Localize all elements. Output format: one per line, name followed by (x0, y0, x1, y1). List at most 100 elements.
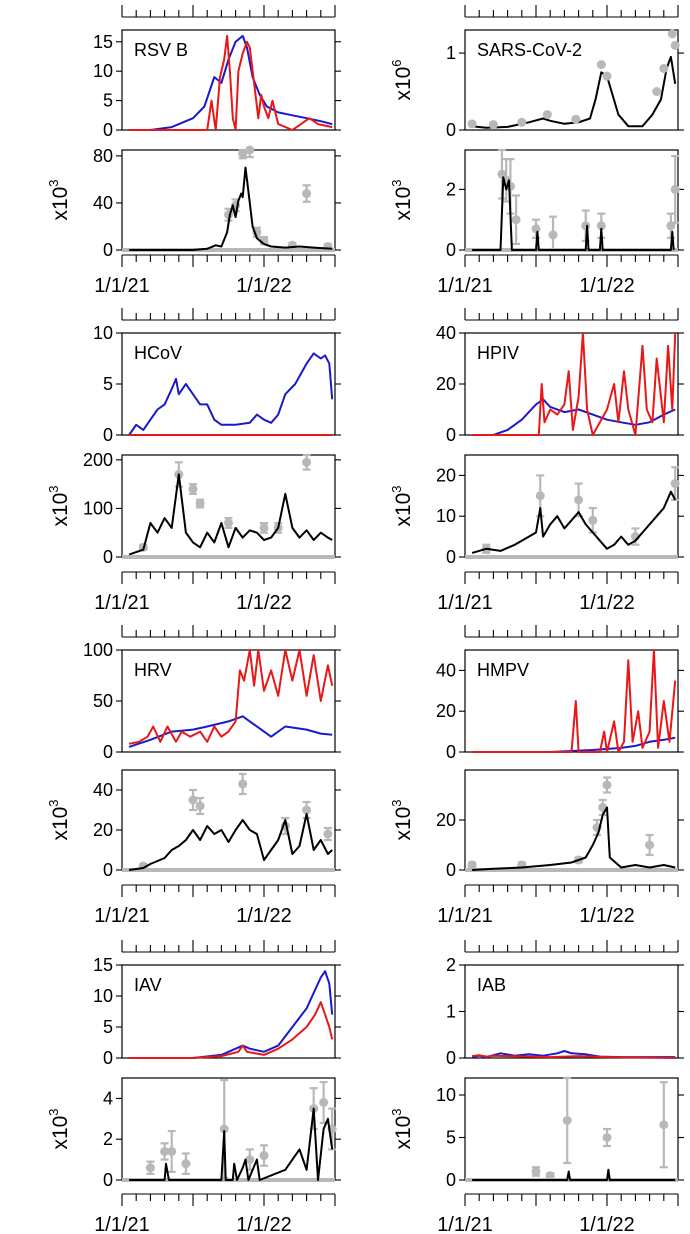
top-data-point (488, 120, 498, 130)
x-tick-label: 1/1/22 (579, 592, 635, 614)
bottom-multiplier: x103 (46, 179, 72, 220)
bottom-multiplier: x103 (389, 799, 415, 840)
bottom-data-point (319, 1097, 329, 1107)
multiplier-base: x10 (392, 67, 415, 101)
multiplier-base: x10 (392, 493, 415, 527)
multiplier-exponent: 3 (389, 179, 404, 186)
top-ytick-label: 0 (103, 1048, 113, 1068)
top-ytick-label: 1 (446, 1002, 456, 1022)
multiplier-exponent: 3 (46, 1108, 61, 1115)
top-ytick-label: 0 (446, 1048, 456, 1068)
bottom-series-line (472, 176, 675, 251)
bottom-ytick-label: 80 (93, 146, 113, 166)
bottom-data-point (188, 484, 198, 494)
bottom-data-point (596, 221, 606, 231)
top-ytick-label: 10 (93, 323, 113, 343)
bottom-data-point (302, 805, 312, 815)
panel-iav: 0 5 10 15 0 2 4 x103 IAV 1/1/21 1/1/22 (46, 940, 341, 1234)
bottom-multiplier: x103 (46, 1108, 72, 1149)
bottom-data-point (224, 518, 233, 528)
top-ytick-label: 0 (446, 120, 456, 140)
bottom-ytick-label: 2 (103, 1129, 113, 1149)
multiplier-base: x10 (392, 187, 415, 221)
top-ytick-label: 50 (93, 691, 113, 711)
bottom-data-point (670, 184, 680, 194)
bottom-series-line (129, 166, 333, 251)
bottom-data-point (645, 840, 655, 850)
bottom-ytick-label: 5 (446, 1128, 456, 1148)
bottom-data-point (245, 145, 255, 155)
top-data-point (667, 29, 677, 39)
bottom-ytick-label: 10 (436, 506, 456, 526)
bottom-ytick-label: 200 (83, 450, 113, 470)
panel-hrv: 0 50 100 0 20 40 x103 HRV 1/1/21 1/1/22 (46, 625, 341, 927)
top-series-line-0 (128, 715, 333, 748)
multiplier-exponent: 6 (389, 59, 404, 66)
bottom-data-point (145, 1163, 155, 1173)
multiplier-base: x10 (49, 1116, 72, 1150)
bottom-data-point (195, 499, 205, 509)
bottom-ytick-label: 0 (446, 860, 456, 880)
bottom-series-line (472, 1168, 676, 1181)
bottom-multiplier: x103 (46, 485, 72, 526)
bottom-ytick-label: 0 (103, 860, 113, 880)
x-tick-label: 1/1/21 (437, 905, 493, 927)
top-frame (121, 964, 336, 1059)
multiplier-base: x10 (49, 807, 72, 841)
bottom-ytick-label: 0 (446, 240, 456, 260)
panel-label: HCoV (134, 343, 182, 363)
top-ytick-label: 2 (446, 955, 456, 975)
bottom-ytick-label: 0 (103, 547, 113, 567)
top-ytick-label: 5 (103, 1017, 113, 1037)
x-tick-label: 1/1/22 (579, 905, 635, 927)
bottom-data-point (188, 795, 198, 805)
bottom-data-point (259, 1151, 269, 1161)
top-data-point (652, 87, 662, 97)
top-ytick-label: 20 (436, 374, 456, 394)
bottom-data-point (238, 779, 248, 789)
bottom-ytick-label: 0 (446, 1170, 456, 1190)
x-tick-label: 1/1/21 (94, 275, 150, 297)
bottom-data-point (574, 495, 584, 505)
top-ytick-label: 40 (436, 660, 456, 680)
bottom-data-point (602, 780, 612, 790)
top-series-line-1 (472, 649, 677, 753)
top-ytick-label: 100 (83, 640, 113, 660)
top-data-point (542, 110, 552, 120)
bottom-ytick-label: 10 (436, 1085, 456, 1105)
x-tick-label: 1/1/21 (437, 1214, 493, 1234)
bottom-frame (464, 1077, 679, 1181)
top-ytick-label: 0 (103, 120, 113, 140)
top-series-line-1 (129, 1001, 334, 1059)
x-tick-label: 1/1/21 (437, 275, 493, 297)
bottom-ytick-label: 2 (446, 179, 456, 199)
multiplier-exponent: 3 (389, 799, 404, 806)
panel-hmpv: 0 20 40 0 20 x103 HMPV 1/1/21 1/1/22 (389, 625, 684, 927)
panel-label: HRV (134, 660, 172, 680)
panel-hpiv: 0 20 40 0 10 20 x103 HPIV 1/1/21 1/1/22 (389, 308, 684, 614)
x-tick-label: 1/1/21 (94, 905, 150, 927)
bottom-ytick-label: 0 (103, 1170, 113, 1190)
top-series-line-1 (471, 1054, 676, 1059)
bottom-series-line (128, 813, 333, 871)
bottom-frame (464, 454, 679, 558)
bottom-series-line (128, 473, 333, 556)
top-series-line-1 (472, 332, 677, 436)
bottom-ytick-label: 4 (103, 1088, 113, 1108)
bottom-ytick-label: 40 (93, 193, 113, 213)
bottom-ytick-label: 20 (436, 810, 456, 830)
bottom-ytick-label: 0 (103, 240, 113, 260)
top-series-line-0 (129, 34, 333, 131)
top-data-point (659, 63, 669, 73)
top-multiplier: x106 (389, 59, 415, 100)
top-ytick-label: 1 (446, 43, 456, 63)
top-ytick-label: 0 (103, 425, 113, 445)
multiplier-base: x10 (392, 807, 415, 841)
x-tick-label: 1/1/21 (437, 592, 493, 614)
bottom-data-point (670, 479, 680, 489)
bottom-data-point (588, 515, 598, 525)
panel-label: HMPV (477, 660, 529, 680)
bottom-data-point (167, 1146, 177, 1156)
x-tick-label: 1/1/22 (579, 1214, 635, 1234)
